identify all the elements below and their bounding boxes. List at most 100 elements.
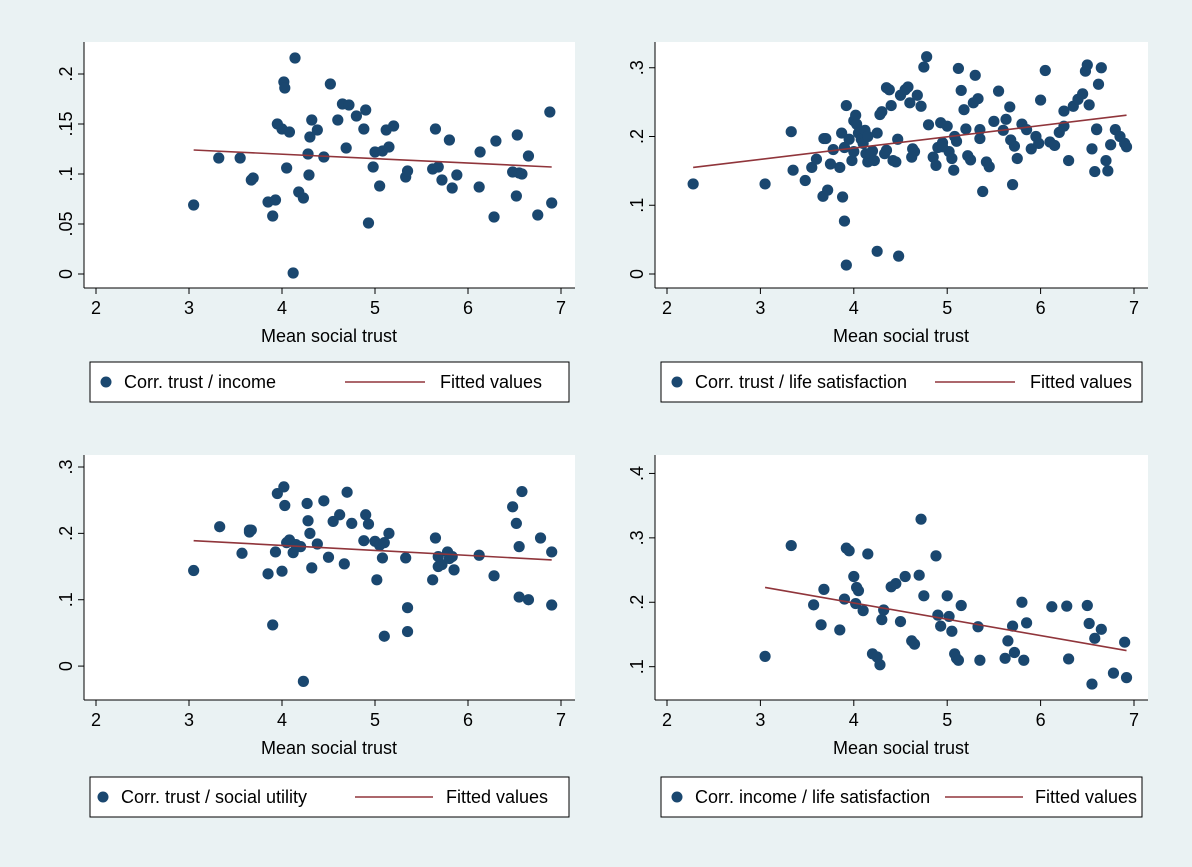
x-tick-label: 7	[556, 710, 566, 730]
scatter-point	[388, 120, 400, 132]
scatter-point	[522, 150, 535, 162]
legend-label-points: Corr. income / life satisfaction	[695, 787, 930, 807]
y-tick-label: .4	[627, 466, 647, 481]
legend-label-fit: Fitted values	[1035, 787, 1137, 807]
scatter-point	[289, 52, 301, 64]
legend-label-points: Corr. trust / income	[124, 372, 276, 392]
scatter-point	[1102, 165, 1114, 177]
scatter-point	[214, 521, 226, 533]
scatter-point	[785, 539, 797, 552]
y-tick-label: .2	[56, 66, 76, 81]
scatter-point	[838, 593, 851, 605]
scatter-point	[510, 190, 522, 202]
scatter-point	[188, 199, 200, 211]
scatter-point	[840, 99, 852, 112]
scatter-point	[374, 180, 386, 192]
scatter-point	[338, 558, 350, 570]
scatter-point	[787, 164, 799, 176]
scatter-point	[283, 126, 296, 138]
scatter-point	[236, 547, 248, 559]
scatter-point	[846, 154, 858, 167]
scatter-point	[446, 550, 458, 563]
scatter-point	[1083, 617, 1095, 630]
scatter-point	[446, 182, 458, 194]
scatter-point	[918, 590, 930, 602]
scatter-point	[429, 123, 442, 135]
scatter-point	[279, 499, 291, 512]
x-tick-label: 4	[849, 710, 859, 730]
x-axis: 2 3 4 5 6 7	[84, 699, 575, 730]
scatter-point	[921, 51, 933, 63]
scatter-point	[885, 99, 897, 112]
scatter-point	[1000, 113, 1012, 125]
scatter-point	[890, 577, 902, 590]
scatter-point	[546, 197, 558, 209]
scatter-point	[1018, 654, 1030, 666]
scatter-point	[906, 151, 918, 163]
scatter-point	[818, 583, 830, 595]
x-axis-label: Mean social trust	[261, 738, 397, 758]
y-tick-label: 0	[627, 269, 647, 279]
scatter-point	[324, 78, 336, 90]
scatter-point	[834, 624, 846, 636]
scatter-point	[427, 574, 439, 586]
scatter-point	[532, 209, 544, 221]
scatter-point	[806, 161, 818, 174]
legend-marker-points	[100, 376, 112, 388]
scatter-point	[371, 574, 383, 586]
scatter-point	[318, 495, 330, 507]
scatter-point	[269, 546, 282, 558]
x-tick-label: 7	[1129, 710, 1139, 730]
fitted-line	[693, 114, 1127, 169]
scatter-point	[269, 194, 282, 206]
scatter-point	[862, 548, 874, 560]
scatter-point	[1049, 139, 1061, 152]
scatter-point	[546, 599, 558, 611]
scatter-point	[516, 485, 528, 498]
scatter-point	[969, 69, 981, 81]
scatter-point	[960, 123, 972, 135]
legend: Corr. trust / social utility Fitted valu…	[89, 776, 570, 818]
scatter-point	[322, 551, 335, 563]
scatter-point	[432, 161, 444, 173]
scatter-point	[311, 124, 323, 136]
x-tick-label: 4	[277, 710, 287, 730]
scatter-point	[383, 141, 395, 153]
scatter-point	[1005, 134, 1017, 146]
legend-label-points: Corr. trust / life satisfaction	[695, 372, 907, 392]
scatter-point	[876, 106, 888, 118]
scatter-point	[848, 570, 860, 583]
fitted-line	[193, 539, 552, 561]
scatter-point	[1091, 124, 1103, 136]
scatter-point	[955, 84, 967, 97]
scatter-point	[1092, 78, 1105, 90]
scatter-point	[400, 552, 412, 564]
scatter-point	[287, 267, 299, 279]
y-tick-label: 0	[56, 661, 76, 671]
scatter-point	[516, 168, 528, 180]
x-tick-label: 2	[662, 710, 672, 730]
scatter-point	[278, 481, 290, 493]
y-tick-label: .2	[56, 526, 76, 541]
scatter-point	[893, 250, 905, 262]
x-tick-label: 2	[91, 298, 101, 318]
scatter-point	[488, 570, 500, 582]
scatter-point	[304, 131, 316, 143]
scatter-point	[1105, 139, 1117, 151]
scatter-point	[843, 545, 855, 557]
fit-line-group	[764, 586, 1127, 652]
scatter-point	[1011, 152, 1023, 165]
scatter-point	[871, 245, 883, 257]
x-tick-label: 2	[662, 298, 672, 318]
scatter-point	[1016, 596, 1028, 608]
scatter-point	[918, 61, 930, 73]
scatter-point	[974, 132, 986, 145]
scatter-point	[474, 146, 486, 158]
y-tick-label: .1	[56, 592, 76, 607]
scatter-point	[513, 591, 525, 603]
scatter-point	[1119, 636, 1131, 648]
scatter-point	[899, 570, 911, 583]
scatter-point	[304, 527, 316, 539]
x-tick-label: 6	[1036, 298, 1046, 318]
plot-area	[84, 455, 575, 700]
